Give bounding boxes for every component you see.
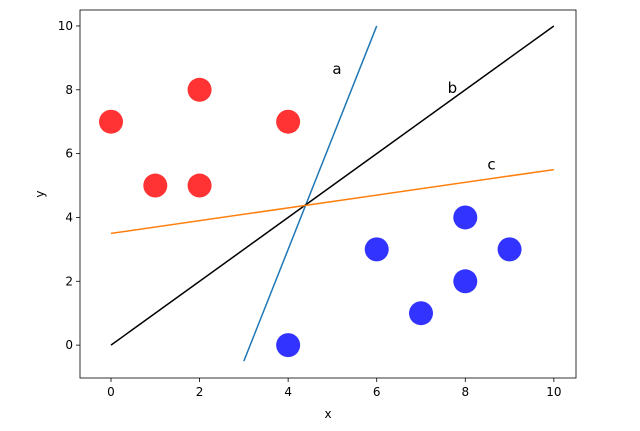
x-tick-label: 10 xyxy=(546,385,561,399)
x-tick-label: 2 xyxy=(196,385,204,399)
y-tick-label: 2 xyxy=(65,274,73,288)
point xyxy=(497,237,522,262)
annotation: c xyxy=(487,156,495,174)
x-tick-label: 0 xyxy=(107,385,115,399)
point xyxy=(453,205,478,230)
line xyxy=(110,25,555,346)
point xyxy=(99,109,123,134)
y-tick-label: 0 xyxy=(65,338,73,352)
annotation: b xyxy=(448,79,458,97)
x-tick-label: 4 xyxy=(284,385,292,399)
y-tick-label: 8 xyxy=(65,83,73,97)
y-tick-label: 4 xyxy=(65,210,73,224)
x-tick-label: 6 xyxy=(373,385,381,399)
line xyxy=(243,25,378,362)
point xyxy=(187,77,212,102)
x-axis-label: x xyxy=(324,407,331,421)
line xyxy=(110,168,554,235)
point xyxy=(143,173,168,198)
point xyxy=(276,109,301,134)
annotation: a xyxy=(332,60,341,78)
y-tick-label: 10 xyxy=(58,19,73,33)
x-tick-label: 8 xyxy=(461,385,469,399)
point xyxy=(276,333,301,358)
y-axis-label: y xyxy=(33,190,47,197)
point xyxy=(409,301,433,326)
point xyxy=(187,173,212,198)
point xyxy=(364,237,389,262)
point xyxy=(453,269,478,294)
plot-frame xyxy=(79,9,577,379)
y-tick-label: 6 xyxy=(65,147,73,161)
